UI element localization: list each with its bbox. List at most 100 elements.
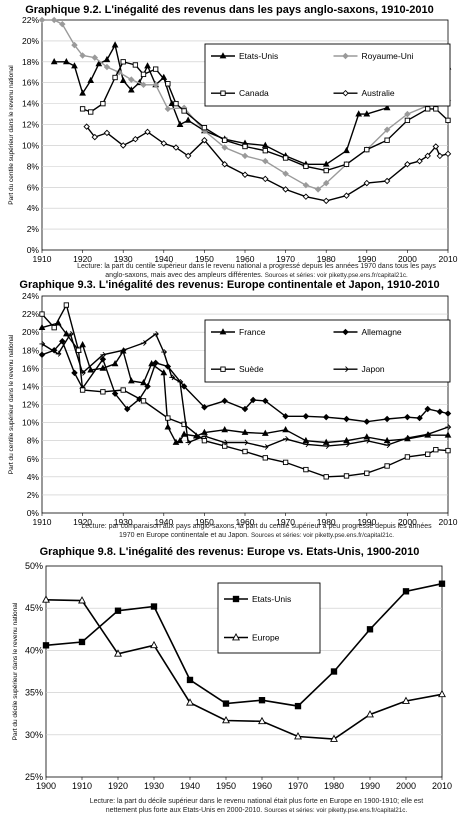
chart-2-note-line-1: Lecture: par comparaison aux pays anglo-… xyxy=(81,523,432,530)
chart-2-data-point xyxy=(436,408,444,415)
chart-2-data-point xyxy=(201,403,208,411)
chart-1-data-point xyxy=(103,55,111,63)
chart-3-ytick-label: 35% xyxy=(25,688,43,698)
chart-2-data-point xyxy=(185,439,192,446)
chart-2-data-point xyxy=(242,448,248,455)
chart-1-data-point xyxy=(314,186,322,193)
chart-1-data-point xyxy=(384,137,390,143)
chart-2-data-point xyxy=(87,366,95,373)
chart-3-ytick-label: 40% xyxy=(25,645,43,655)
chart-2-xtick-label: 1990 xyxy=(357,517,376,527)
chart-1-xtick-label: 2010 xyxy=(439,254,458,264)
chart-3-data-point xyxy=(186,676,194,684)
chart-3-legend-label: Europe xyxy=(252,633,280,643)
chart-2-data-point xyxy=(363,418,371,425)
chart-2-data-point xyxy=(71,369,78,377)
chart-1-data-point xyxy=(383,177,391,185)
chart-3-ylabel: Part du décile supérieur dans le revenu … xyxy=(12,602,19,740)
chart-2-data-point xyxy=(416,414,423,422)
chart-2-ytick-label: 10% xyxy=(22,418,39,428)
chart-3-legend: Etats-Unis Europe xyxy=(217,582,321,654)
chart-3-xtick-label: 1990 xyxy=(360,781,380,791)
chart-2-data-point xyxy=(444,410,452,417)
chart-1-series-line xyxy=(42,19,449,191)
chart-3-note-line-2: nettement plus forte aux Etats-Unis en 2… xyxy=(105,807,263,814)
chart-1-legend-label: Canada xyxy=(239,88,269,98)
chart-1-data-point xyxy=(261,141,269,148)
chart-1-ytick-label: 2% xyxy=(27,224,40,234)
chart-2-data-point xyxy=(100,351,107,358)
chart-2-data-point xyxy=(39,311,45,317)
chart-2-data-point xyxy=(241,405,249,413)
chart-1-data-point xyxy=(79,106,86,112)
chart-2-xtick-label: 1920 xyxy=(73,517,92,527)
chart-3-data-point xyxy=(330,734,338,742)
chart-3-xtick-label: 1930 xyxy=(144,781,164,791)
chart-1-group: 0% 2% 4% 6% 8% 10% 12% 14% 16% 18% 20% 22% 1910 1920 1… xyxy=(8,15,458,264)
chart-1-data-point xyxy=(132,62,139,68)
chart-2-legend: France Allemagne Suède Japon xyxy=(204,319,451,383)
chart-1-ytick-label: 12% xyxy=(22,120,39,130)
chart-2-data-point xyxy=(164,423,172,430)
chart-2-ytick-label: 0% xyxy=(27,508,40,518)
chart-3-xtick-label: 1970 xyxy=(288,781,308,791)
chart-1-xtick-label: 1980 xyxy=(317,254,336,264)
chart-3-title: Graphique 9.8. L'inégalité des revenus: … xyxy=(39,546,420,558)
chart-2-legend-label: Japon xyxy=(362,364,385,374)
chart-3-xtick-label: 1920 xyxy=(108,781,128,791)
chart-3-series-line xyxy=(45,582,443,707)
chart-3-legend-label: Etats-Unis xyxy=(252,594,291,604)
chart-2-data-point xyxy=(160,369,168,376)
chart-3-xtick-label: 1980 xyxy=(324,781,344,791)
chart-3-series-line xyxy=(45,599,443,740)
chart-1-ytick-label: 10% xyxy=(22,140,39,150)
chart-2-data-point xyxy=(384,463,390,469)
chart-2-data-point xyxy=(322,413,330,421)
chart-1-data-point xyxy=(100,100,106,107)
chart-2-data-point xyxy=(424,405,431,413)
chart-1-data-point xyxy=(172,144,180,151)
chart-1-data-point xyxy=(241,171,249,178)
chart-2-ytick-label: 20% xyxy=(22,327,39,337)
chart-2-data-point xyxy=(165,415,171,421)
chart-1-data-point xyxy=(164,105,172,113)
chart-1-xtick-label: 1920 xyxy=(73,254,92,264)
chart-2-data-point xyxy=(38,323,46,331)
chart-1-xtick-label: 1930 xyxy=(114,254,133,264)
chart-1-xtick-label: 1910 xyxy=(33,254,52,264)
chart-3-data-point xyxy=(438,689,446,698)
chart-1-data-point xyxy=(383,126,391,134)
chart-3-data-point xyxy=(186,698,194,706)
chart-2-data-point xyxy=(222,443,228,449)
chart-2-data-point xyxy=(363,433,371,440)
chart-2-note-line-2: 1970 en Europe continentale et au Japon. xyxy=(119,532,249,539)
chart-1-data-point xyxy=(425,106,431,112)
chart-2-data-point xyxy=(221,397,228,405)
chart-2-legend-marker xyxy=(342,366,349,373)
chart-1-data-point xyxy=(153,66,159,72)
chart-2-data-point xyxy=(404,454,411,460)
chart-2-data-point xyxy=(63,330,70,337)
chart-2-data-point xyxy=(425,431,431,438)
chart-2-data-point xyxy=(140,340,147,346)
chart-1-data-point xyxy=(322,197,330,205)
chart-2-series-2 xyxy=(38,337,452,425)
chart-2-data-point xyxy=(67,331,74,337)
chart-1-data-point xyxy=(103,129,111,137)
chart-1-data-point xyxy=(363,110,371,117)
chart-2-ytick-label: 6% xyxy=(27,454,40,464)
chart-1-data-point xyxy=(63,58,70,65)
chart-3-xtick-label: 2000 xyxy=(396,781,416,791)
chart-1-note-line-1: Lecture: la part du centile supérieur da… xyxy=(77,263,436,270)
chart-1-data-point xyxy=(282,170,289,177)
chart-1-data-point xyxy=(91,133,99,141)
chart-2-data-point xyxy=(322,438,330,445)
chart-2-data-point xyxy=(180,383,188,390)
chart-1-data-point xyxy=(176,120,184,127)
chart-2-data-point xyxy=(169,374,176,381)
chart-2-data-point xyxy=(79,341,86,348)
chart-2-ytick-label: 22% xyxy=(22,309,39,319)
chart-2-ytick-label: 24% xyxy=(22,291,39,301)
chart-2-data-point xyxy=(140,398,147,404)
